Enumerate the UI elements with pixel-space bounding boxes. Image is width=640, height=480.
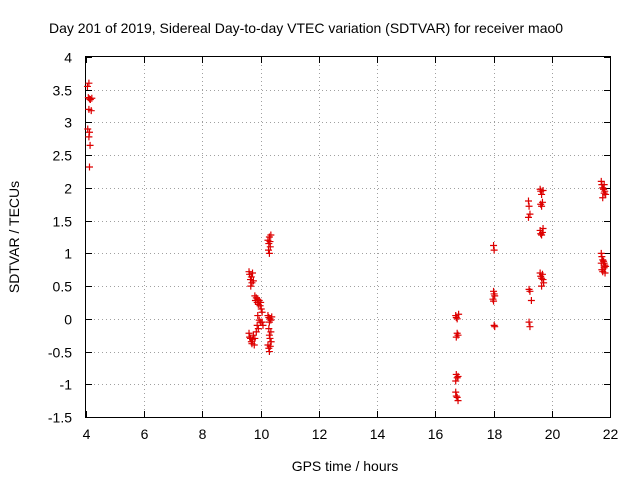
data-point bbox=[259, 321, 267, 329]
data-point bbox=[524, 213, 532, 221]
data-point bbox=[85, 163, 93, 171]
data-point bbox=[538, 190, 546, 198]
x-tick-label: 16 bbox=[428, 426, 444, 442]
y-tick-label: 0.5 bbox=[53, 279, 73, 295]
data-point bbox=[539, 224, 547, 232]
data-point bbox=[257, 298, 265, 306]
data-point bbox=[454, 397, 462, 405]
data-point bbox=[453, 315, 461, 323]
data-point bbox=[266, 243, 274, 251]
y-tick-label: 4 bbox=[64, 50, 72, 66]
data-point bbox=[249, 331, 257, 339]
data-point bbox=[267, 338, 275, 346]
data-point bbox=[85, 79, 93, 87]
y-tick-label: -1.5 bbox=[48, 410, 72, 426]
y-axis-label: SDTVAR / TECUs bbox=[6, 181, 22, 293]
data-point bbox=[539, 187, 547, 195]
data-point bbox=[247, 282, 255, 290]
data-point bbox=[538, 198, 546, 206]
grid bbox=[86, 57, 610, 417]
data-point bbox=[88, 94, 96, 102]
y-tick-label: 1 bbox=[64, 246, 72, 262]
y-tick-label: 1.5 bbox=[53, 214, 73, 230]
data-point bbox=[600, 181, 608, 189]
data-point bbox=[265, 249, 273, 257]
data-point bbox=[452, 392, 460, 400]
y-tick-label: 2 bbox=[64, 181, 72, 197]
y-tick-label: 3.5 bbox=[53, 83, 73, 99]
data-point bbox=[268, 313, 276, 321]
x-tick-label: 20 bbox=[545, 426, 561, 442]
data-point bbox=[267, 316, 275, 324]
data-point bbox=[266, 342, 274, 350]
data-point bbox=[601, 269, 609, 277]
data-point bbox=[491, 323, 499, 331]
y-tick-label: -0.5 bbox=[48, 345, 72, 361]
data-point bbox=[258, 318, 266, 326]
chart-title: Day 201 of 2019, Sidereal Day-to-day VTE… bbox=[49, 20, 563, 36]
x-tick-label: 18 bbox=[487, 426, 503, 442]
data-point bbox=[527, 296, 535, 304]
x-axis-label: GPS time / hours bbox=[292, 458, 399, 474]
data-point bbox=[490, 297, 498, 305]
data-point bbox=[525, 202, 533, 210]
data-point bbox=[251, 334, 259, 342]
data-point bbox=[265, 246, 273, 254]
data-point bbox=[87, 107, 95, 115]
data-point bbox=[453, 393, 461, 401]
data-point bbox=[452, 377, 460, 385]
data-point bbox=[249, 269, 257, 277]
data-point bbox=[83, 82, 91, 90]
data-points bbox=[83, 79, 610, 405]
data-point bbox=[455, 310, 463, 318]
data-point bbox=[254, 312, 262, 320]
data-point bbox=[526, 323, 534, 331]
data-point bbox=[267, 328, 275, 336]
data-point bbox=[250, 341, 258, 349]
data-point bbox=[265, 348, 273, 356]
data-point bbox=[247, 273, 255, 281]
y-ticks: -1.5 -1 -0.5 0 0.5 1 1.5 2 2.5 3 3.5 4 bbox=[48, 50, 610, 426]
data-point bbox=[249, 277, 257, 285]
data-point bbox=[600, 264, 608, 272]
data-point bbox=[454, 331, 462, 339]
x-tick-label: 22 bbox=[603, 426, 619, 442]
data-point bbox=[86, 96, 94, 104]
data-point bbox=[526, 287, 534, 295]
data-point bbox=[86, 141, 94, 149]
data-point bbox=[525, 318, 533, 326]
y-tick-label: 0 bbox=[64, 312, 72, 328]
data-point bbox=[526, 210, 534, 218]
data-point bbox=[538, 274, 546, 282]
y-tick-label: 2.5 bbox=[53, 148, 73, 164]
data-point bbox=[85, 133, 93, 141]
data-point bbox=[599, 194, 607, 202]
plot-frame bbox=[85, 56, 611, 418]
data-point bbox=[599, 256, 607, 264]
x-tick-label: 6 bbox=[141, 426, 149, 442]
data-point bbox=[602, 262, 610, 270]
y-tick-label: -1 bbox=[60, 377, 73, 393]
data-point bbox=[454, 372, 462, 380]
data-point bbox=[601, 187, 609, 195]
data-point bbox=[266, 334, 274, 342]
x-tick-label: 4 bbox=[83, 426, 91, 442]
data-point bbox=[267, 231, 275, 239]
data-point bbox=[538, 282, 546, 290]
data-point bbox=[258, 308, 266, 316]
y-tick-label: 3 bbox=[64, 115, 72, 131]
data-point bbox=[490, 246, 498, 254]
data-point bbox=[538, 202, 546, 210]
data-point bbox=[597, 259, 605, 267]
x-tick-label: 14 bbox=[370, 426, 386, 442]
x-tick-label: 10 bbox=[254, 426, 270, 442]
data-point bbox=[257, 305, 265, 313]
data-point bbox=[453, 374, 461, 382]
x-tick-label: 12 bbox=[312, 426, 328, 442]
x-tick-label: 8 bbox=[199, 426, 207, 442]
data-point bbox=[598, 253, 606, 261]
